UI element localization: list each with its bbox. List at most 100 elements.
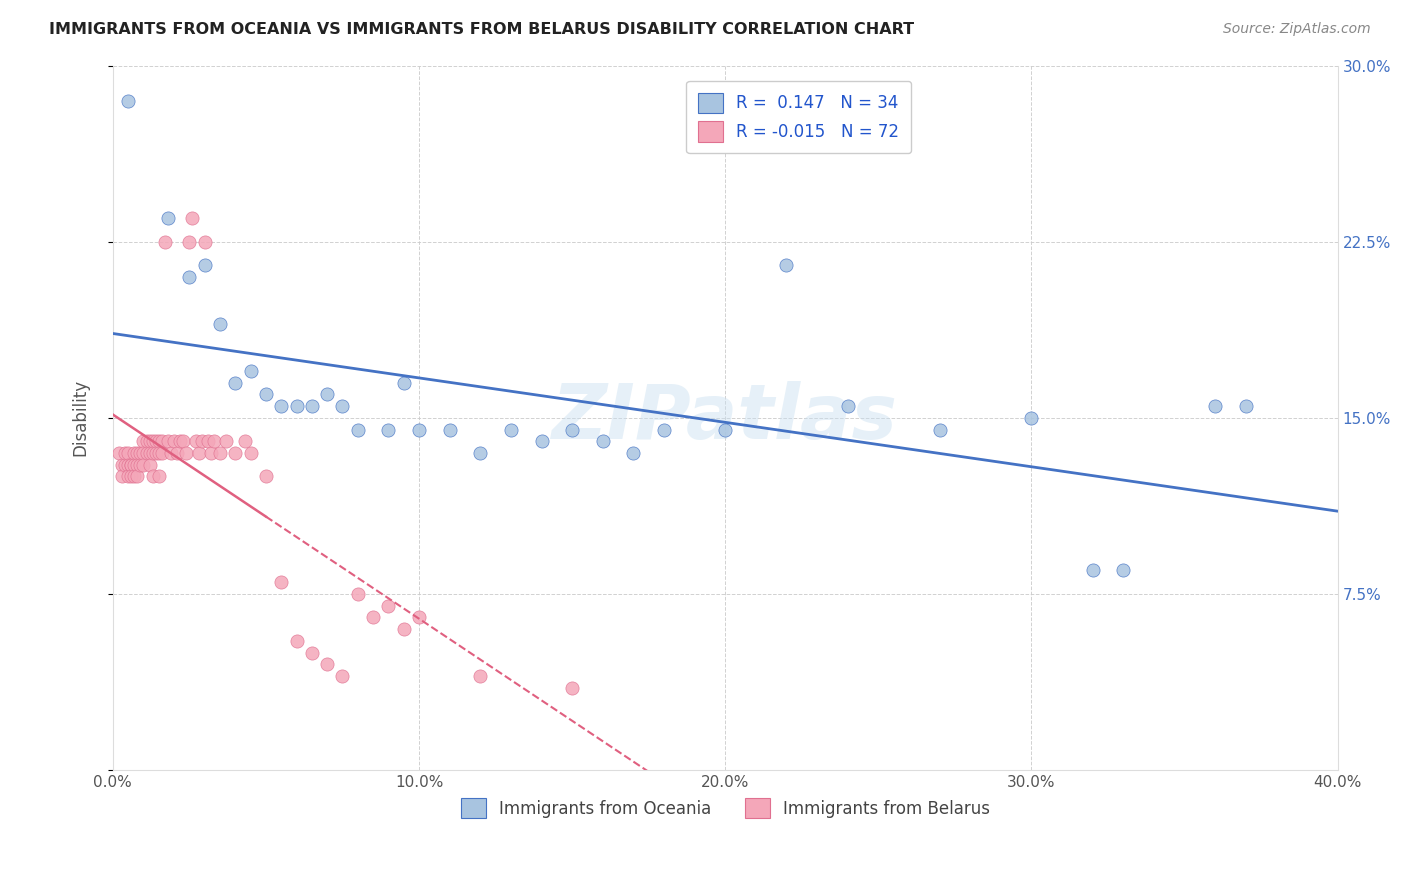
- Point: [145, 446, 167, 460]
- Point: [138, 458, 160, 472]
- Point: [233, 434, 256, 449]
- Point: [179, 269, 201, 284]
- Point: [285, 399, 308, 413]
- Point: [163, 434, 186, 449]
- Point: [202, 434, 225, 449]
- Point: [166, 446, 188, 460]
- Point: [301, 399, 323, 413]
- Point: [184, 434, 207, 449]
- Point: [142, 434, 165, 449]
- Text: Source: ZipAtlas.com: Source: ZipAtlas.com: [1223, 22, 1371, 37]
- Point: [194, 235, 217, 249]
- Point: [190, 434, 212, 449]
- Point: [270, 575, 292, 590]
- Point: [316, 657, 339, 672]
- Point: [499, 423, 522, 437]
- Point: [132, 434, 155, 449]
- Point: [179, 235, 201, 249]
- Point: [1204, 399, 1226, 413]
- Point: [132, 446, 155, 460]
- Point: [127, 446, 149, 460]
- Point: [156, 434, 179, 449]
- Point: [530, 434, 553, 449]
- Point: [837, 399, 859, 413]
- Point: [148, 469, 170, 483]
- Point: [561, 423, 583, 437]
- Point: [150, 434, 173, 449]
- Point: [111, 458, 134, 472]
- Point: [361, 610, 384, 624]
- Point: [187, 446, 209, 460]
- Point: [200, 446, 222, 460]
- Point: [439, 423, 461, 437]
- Point: [117, 469, 139, 483]
- Point: [470, 669, 492, 683]
- Point: [346, 423, 368, 437]
- Point: [124, 458, 146, 472]
- Point: [714, 423, 737, 437]
- Point: [176, 446, 198, 460]
- Point: [148, 446, 170, 460]
- Point: [114, 446, 136, 460]
- Point: [197, 434, 219, 449]
- Point: [120, 458, 142, 472]
- Point: [129, 446, 152, 460]
- Point: [408, 423, 430, 437]
- Point: [120, 458, 142, 472]
- Point: [285, 633, 308, 648]
- Point: [392, 622, 415, 636]
- Point: [148, 434, 170, 449]
- Point: [156, 211, 179, 226]
- Point: [392, 376, 415, 390]
- Point: [117, 446, 139, 460]
- Point: [124, 469, 146, 483]
- Point: [592, 434, 614, 449]
- Point: [1112, 563, 1135, 577]
- Point: [129, 458, 152, 472]
- Point: [239, 446, 262, 460]
- Point: [138, 434, 160, 449]
- Point: [561, 681, 583, 695]
- Point: [120, 469, 142, 483]
- Point: [254, 387, 277, 401]
- Point: [114, 458, 136, 472]
- Point: [224, 376, 246, 390]
- Legend: Immigrants from Oceania, Immigrants from Belarus: Immigrants from Oceania, Immigrants from…: [454, 791, 997, 825]
- Point: [169, 434, 191, 449]
- Text: IMMIGRANTS FROM OCEANIA VS IMMIGRANTS FROM BELARUS DISABILITY CORRELATION CHART: IMMIGRANTS FROM OCEANIA VS IMMIGRANTS FR…: [49, 22, 914, 37]
- Point: [124, 446, 146, 460]
- Point: [224, 446, 246, 460]
- Point: [316, 387, 339, 401]
- Point: [135, 446, 157, 460]
- Point: [652, 423, 675, 437]
- Point: [181, 211, 204, 226]
- Point: [208, 317, 231, 331]
- Point: [254, 469, 277, 483]
- Point: [194, 258, 217, 272]
- Point: [150, 446, 173, 460]
- Point: [270, 399, 292, 413]
- Point: [142, 446, 165, 460]
- Point: [332, 399, 354, 413]
- Point: [346, 587, 368, 601]
- Point: [332, 669, 354, 683]
- Point: [1081, 563, 1104, 577]
- Point: [117, 94, 139, 108]
- Point: [301, 646, 323, 660]
- Point: [377, 423, 399, 437]
- Point: [127, 469, 149, 483]
- Point: [132, 458, 155, 472]
- Y-axis label: Disability: Disability: [72, 379, 89, 457]
- Point: [138, 446, 160, 460]
- Point: [1021, 410, 1043, 425]
- Point: [111, 469, 134, 483]
- Point: [172, 434, 194, 449]
- Point: [377, 599, 399, 613]
- Point: [145, 434, 167, 449]
- Point: [621, 446, 644, 460]
- Point: [153, 235, 176, 249]
- Point: [127, 458, 149, 472]
- Point: [775, 258, 797, 272]
- Point: [215, 434, 238, 449]
- Point: [208, 446, 231, 460]
